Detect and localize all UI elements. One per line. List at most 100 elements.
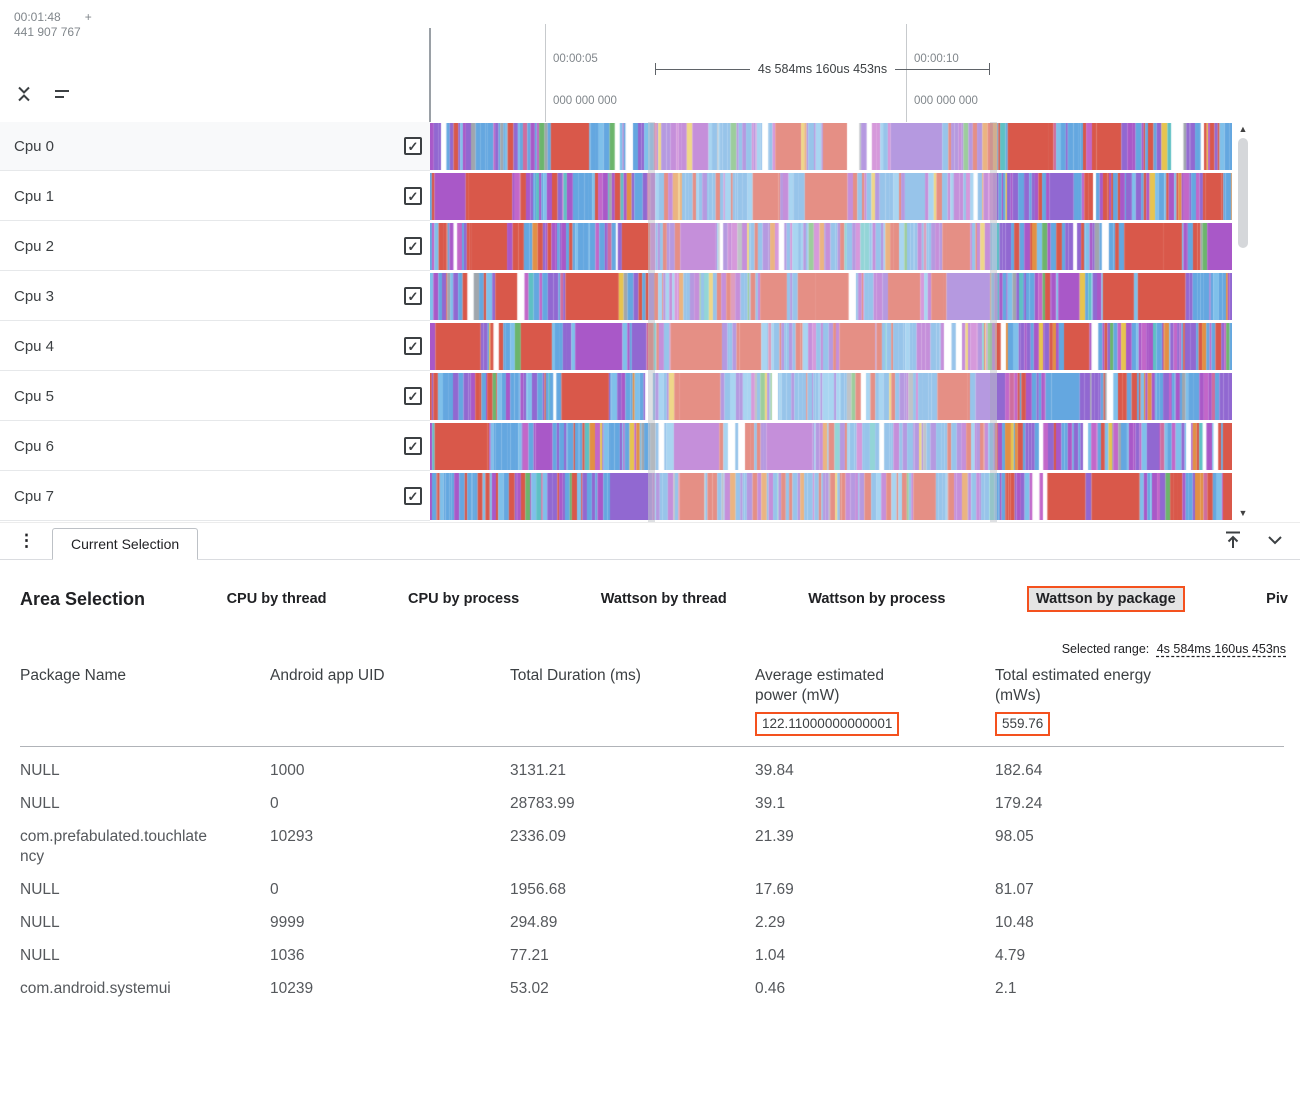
table-row[interactable]: com.prefabulated.touchlatency 10293 2336… <box>20 820 1284 873</box>
more-vert-icon[interactable]: ⋮ <box>18 531 35 550</box>
wattson-package-table: Package Name Android app UID Total Durat… <box>20 662 1284 1005</box>
col-android-app-uid[interactable]: Android app UID <box>270 662 510 708</box>
tab-cpu-by-process[interactable]: CPU by process <box>408 591 520 607</box>
track-label-cpu1[interactable]: Cpu 1 ✓ <box>0 172 430 221</box>
track-label-cpu5[interactable]: Cpu 5 ✓ <box>0 372 430 421</box>
cell-energy: 98.05 <box>995 828 1034 845</box>
col-average-estimated-power[interactable]: Average estimated power (mW) <box>755 662 995 708</box>
track-label-cpu0[interactable]: Cpu 0 ✓ <box>0 122 430 171</box>
chevron-down-icon[interactable] <box>1264 529 1286 551</box>
cell-energy: 2.1 <box>995 980 1017 997</box>
origin-nanoseconds: 441 907 767 <box>14 25 81 39</box>
checkmark-icon: ✓ <box>407 138 419 154</box>
track-title: Cpu 1 <box>14 187 55 205</box>
cpu6-track-canvas[interactable] <box>430 423 1232 470</box>
track-checkbox[interactable]: ✓ <box>404 387 422 405</box>
table-row[interactable]: NULL 0 28783.99 39.1 179.24 <box>20 787 1284 820</box>
timeline-gridline-5s <box>545 24 546 122</box>
timeline-header: 00:01:48 + 441 907 767 00:00:05 000 000 0… <box>0 0 1300 122</box>
sort-tracks-icon[interactable] <box>52 84 72 104</box>
cpu7-track-canvas[interactable] <box>430 473 1232 520</box>
tab-wattson-by-process[interactable]: Wattson by process <box>808 591 946 607</box>
cpu2-track-canvas[interactable] <box>430 223 1232 270</box>
table-row[interactable]: NULL 0 1956.68 17.69 81.07 <box>20 873 1284 906</box>
cell-power: 17.69 <box>755 881 794 898</box>
cell-package-name: NULL <box>20 881 60 898</box>
timeline-marker-5s: 00:00:05 000 000 000 <box>553 24 617 136</box>
cell-duration: 3131.21 <box>510 762 567 779</box>
dock-panel-top-icon[interactable] <box>1222 529 1244 551</box>
column-label: Total estimated energy (mWs) <box>995 667 1151 704</box>
track-title: Cpu 7 <box>14 487 55 505</box>
cell-duration: 1956.68 <box>510 881 567 898</box>
details-panel: Area Selection CPU by thread CPU by proc… <box>0 560 1300 1104</box>
cpu5-track-canvas[interactable] <box>430 373 1232 420</box>
track-checkbox[interactable]: ✓ <box>404 487 422 505</box>
scrollbar-thumb[interactable] <box>1238 138 1248 248</box>
cell-energy: 4.79 <box>995 947 1026 964</box>
bracket-right-tick <box>989 63 991 75</box>
track-label-cpu2[interactable]: Cpu 2 ✓ <box>0 222 430 271</box>
cell-uid: 1000 <box>270 762 305 779</box>
table-row[interactable]: NULL 1000 3131.21 39.84 182.64 <box>20 747 1284 788</box>
cpu4-track-canvas[interactable] <box>430 323 1232 370</box>
cpu1-track-canvas[interactable] <box>430 173 1232 220</box>
marker-time: 00:00:05 <box>553 53 598 65</box>
timeline-marker-10s: 00:00:10 000 000 000 <box>914 24 978 136</box>
table-totals-row: 122.11000000000001 559.76 <box>20 708 1284 747</box>
track-checkbox[interactable]: ✓ <box>404 337 422 355</box>
track-controls <box>14 84 72 104</box>
cell-duration: 77.21 <box>510 947 549 964</box>
tab-cpu-by-thread[interactable]: CPU by thread <box>226 591 327 607</box>
track-label-cpu4[interactable]: Cpu 4 ✓ <box>0 322 430 371</box>
column-label: Android app UID <box>270 667 385 684</box>
tab-pivot[interactable]: Piv <box>1266 591 1288 607</box>
table-row[interactable]: com.android.systemui 10239 53.02 0.46 2.… <box>20 972 1284 1005</box>
table-row[interactable]: NULL 9999 294.89 2.29 10.48 <box>20 906 1284 939</box>
track-label-cpu7[interactable]: Cpu 7 ✓ <box>0 472 430 521</box>
col-total-duration[interactable]: Total Duration (ms) <box>510 662 755 708</box>
cell-power: 1.04 <box>755 947 786 964</box>
cell-power: 39.84 <box>755 762 794 779</box>
selected-range-value[interactable]: 4s 584ms 160us 453ns <box>1156 642 1286 656</box>
track-title: Cpu 2 <box>14 237 55 255</box>
track-checkbox[interactable]: ✓ <box>404 137 422 155</box>
tab-current-selection[interactable]: Current Selection <box>52 528 199 560</box>
origin-plus: + <box>84 10 92 24</box>
bottom-tabbar: ⋮ Current Selection <box>0 522 1300 560</box>
total-power-value: 122.11000000000001 <box>755 712 900 736</box>
track-checkbox[interactable]: ✓ <box>404 437 422 455</box>
selection-duration-label: 4s 584ms 160us 453ns <box>757 62 888 76</box>
scroll-up-icon[interactable]: ▲ <box>1238 124 1248 134</box>
cell-energy: 179.24 <box>995 795 1043 812</box>
scroll-down-icon[interactable]: ▼ <box>1238 508 1248 518</box>
cell-power: 0.46 <box>755 980 786 997</box>
timeline-origin: 00:01:48 + 441 907 767 <box>14 10 92 40</box>
tab-wattson-by-thread[interactable]: Wattson by thread <box>600 591 727 607</box>
column-label: Package Name <box>20 667 126 684</box>
cpu0-track-canvas[interactable] <box>430 123 1232 170</box>
cell-package-name: com.prefabulated.touchlatency <box>20 828 207 865</box>
table-row[interactable]: NULL 1036 77.21 1.04 4.79 <box>20 939 1284 972</box>
track-row-cpu5: Cpu 5 ✓ <box>0 372 1300 422</box>
col-package-name[interactable]: Package Name <box>20 662 270 708</box>
collapse-tracks-icon[interactable] <box>14 84 34 104</box>
track-label-cpu3[interactable]: Cpu 3 ✓ <box>0 272 430 321</box>
timeline-gridline-10s <box>906 24 907 122</box>
origin-time: 00:01:48 <box>14 10 61 24</box>
track-checkbox[interactable]: ✓ <box>404 237 422 255</box>
tab-wattson-by-package[interactable]: Wattson by package <box>1026 586 1185 612</box>
track-checkbox[interactable]: ✓ <box>404 287 422 305</box>
cell-energy: 182.64 <box>995 762 1043 779</box>
panel-controls <box>1222 529 1286 551</box>
panel-title: Area Selection <box>20 588 146 609</box>
selected-range-label: Selected range: <box>1061 642 1150 656</box>
cpu3-track-canvas[interactable] <box>430 273 1232 320</box>
col-total-estimated-energy[interactable]: Total estimated energy (mWs) <box>995 662 1284 708</box>
cell-package-name: NULL <box>20 762 60 779</box>
track-row-cpu1: Cpu 1 ✓ <box>0 172 1300 222</box>
cell-uid: 10239 <box>270 980 314 997</box>
track-checkbox[interactable]: ✓ <box>404 187 422 205</box>
tracks-scrollbar[interactable]: ▲ ▼ <box>1236 122 1250 522</box>
track-label-cpu6[interactable]: Cpu 6 ✓ <box>0 422 430 471</box>
